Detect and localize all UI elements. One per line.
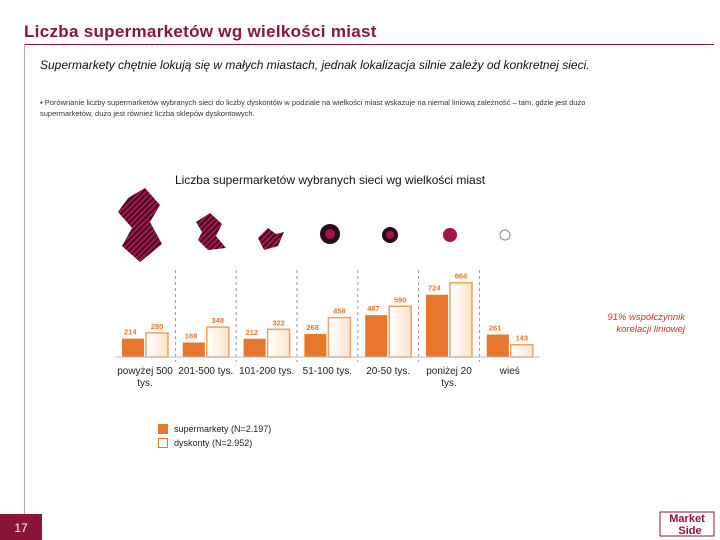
logo-bottom: Side [678, 525, 701, 537]
value-label: 458 [333, 307, 346, 316]
bar [266, 328, 291, 358]
title-rule [24, 44, 714, 45]
bar [449, 281, 473, 358]
x-tick-label: wieś [499, 366, 520, 377]
legend: supermarkety (N=2.197) dyskonty (N=2.952) [158, 422, 271, 450]
bar [206, 326, 230, 358]
value-label: 212 [246, 328, 259, 337]
bullet: ▪ Porównanie liczby supermarketów wybran… [40, 98, 586, 118]
value-label: 261 [489, 324, 502, 333]
value-label: 322 [272, 318, 285, 327]
x-tick-label: poniżej 20 tys. [426, 366, 472, 389]
value-label: 214 [124, 328, 137, 337]
value-label: 280 [151, 322, 164, 331]
bar [304, 333, 327, 357]
page-box [0, 514, 42, 540]
annotation: 91% współczynnik korelacji liniowej [607, 312, 685, 335]
value-label: 268 [306, 323, 319, 332]
logo-top: Market [669, 513, 705, 525]
value-label: 724 [428, 284, 441, 293]
legend-label: supermarkety (N=2.197) [174, 424, 272, 434]
title: Liczba supermarketów wg wielkości miast [24, 22, 377, 41]
legend-item: dyskonty (N=2.952) [158, 436, 271, 450]
value-label: 169 [185, 331, 198, 340]
value-label: 487 [367, 304, 380, 313]
bar [243, 338, 266, 357]
x-tick-label: 51-100 tys. [302, 366, 353, 377]
bar [426, 294, 448, 357]
bar [388, 305, 412, 358]
value-label: 864 [455, 272, 468, 281]
x-tick-label: powyżej 500 tys. [117, 366, 173, 389]
bar [510, 343, 534, 358]
legend-swatch [158, 424, 168, 434]
bar [486, 334, 509, 357]
legend-swatch [158, 438, 168, 448]
left-rule [24, 44, 25, 514]
legend-item: supermarkety (N=2.197) [158, 422, 271, 436]
x-tick-label: 20-50 tys. [366, 366, 411, 377]
value-label: 143 [516, 334, 529, 343]
legend-label: dyskonty (N=2.952) [174, 438, 253, 448]
bar [327, 316, 352, 358]
x-tick-label: 201-500 tys. [178, 366, 234, 377]
bullet-text: Porównanie liczby supermarketów wybranyc… [40, 98, 586, 118]
bar [145, 332, 169, 358]
value-label: 590 [394, 295, 407, 304]
page-number: 17 [14, 521, 28, 535]
logo-box [659, 511, 715, 537]
subtitle: Supermarkety chętnie lokują się w małych… [40, 58, 590, 72]
x-tick-label: 101-200 tys. [239, 366, 295, 377]
bar [122, 338, 144, 357]
bar [365, 315, 388, 357]
icons [118, 188, 511, 262]
value-label: 348 [212, 316, 225, 325]
chart-title: Liczba supermarketów wybranych sieci wg … [174, 173, 486, 187]
bar [182, 342, 205, 357]
